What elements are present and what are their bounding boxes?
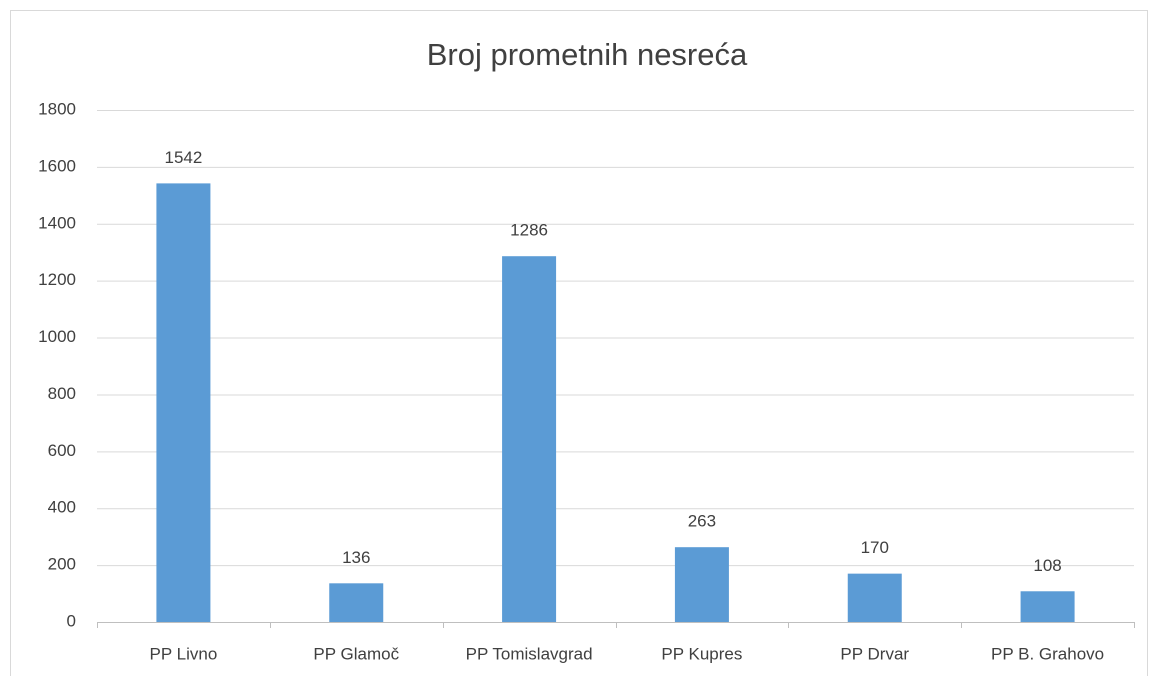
x-tick-label: PP Drvar bbox=[840, 644, 909, 663]
y-tick-label: 1000 bbox=[38, 327, 76, 346]
y-tick-label: 400 bbox=[48, 498, 76, 517]
y-tick-label: 1200 bbox=[38, 270, 76, 289]
bar bbox=[1020, 591, 1075, 622]
data-label: 108 bbox=[1033, 556, 1061, 575]
y-tick-label: 1400 bbox=[38, 213, 76, 232]
y-tick-label: 1600 bbox=[38, 156, 76, 175]
bar bbox=[156, 183, 211, 623]
y-tick-label: 200 bbox=[48, 555, 76, 574]
x-tick-label: PP Tomislavgrad bbox=[466, 644, 593, 663]
bar bbox=[674, 547, 729, 622]
y-tick-label: 0 bbox=[67, 611, 76, 630]
data-label: 1542 bbox=[165, 148, 203, 167]
y-tick-label: 800 bbox=[48, 384, 76, 403]
x-tick-label: PP Kupres bbox=[661, 644, 742, 663]
chart-title: Broj prometnih nesreća bbox=[427, 37, 748, 72]
bar bbox=[329, 583, 384, 622]
y-tick-label: 1800 bbox=[38, 99, 76, 118]
x-tick-label: PP B. Grahovo bbox=[991, 644, 1104, 663]
bar bbox=[847, 573, 902, 622]
data-label: 170 bbox=[861, 538, 889, 557]
y-tick-label: 600 bbox=[48, 441, 76, 460]
x-tick-label: PP Glamoč bbox=[313, 644, 399, 663]
data-label: 263 bbox=[688, 512, 716, 531]
bar bbox=[502, 256, 557, 622]
data-label: 136 bbox=[342, 548, 370, 567]
x-tick-label: PP Livno bbox=[150, 644, 218, 663]
data-label: 1286 bbox=[510, 221, 548, 240]
